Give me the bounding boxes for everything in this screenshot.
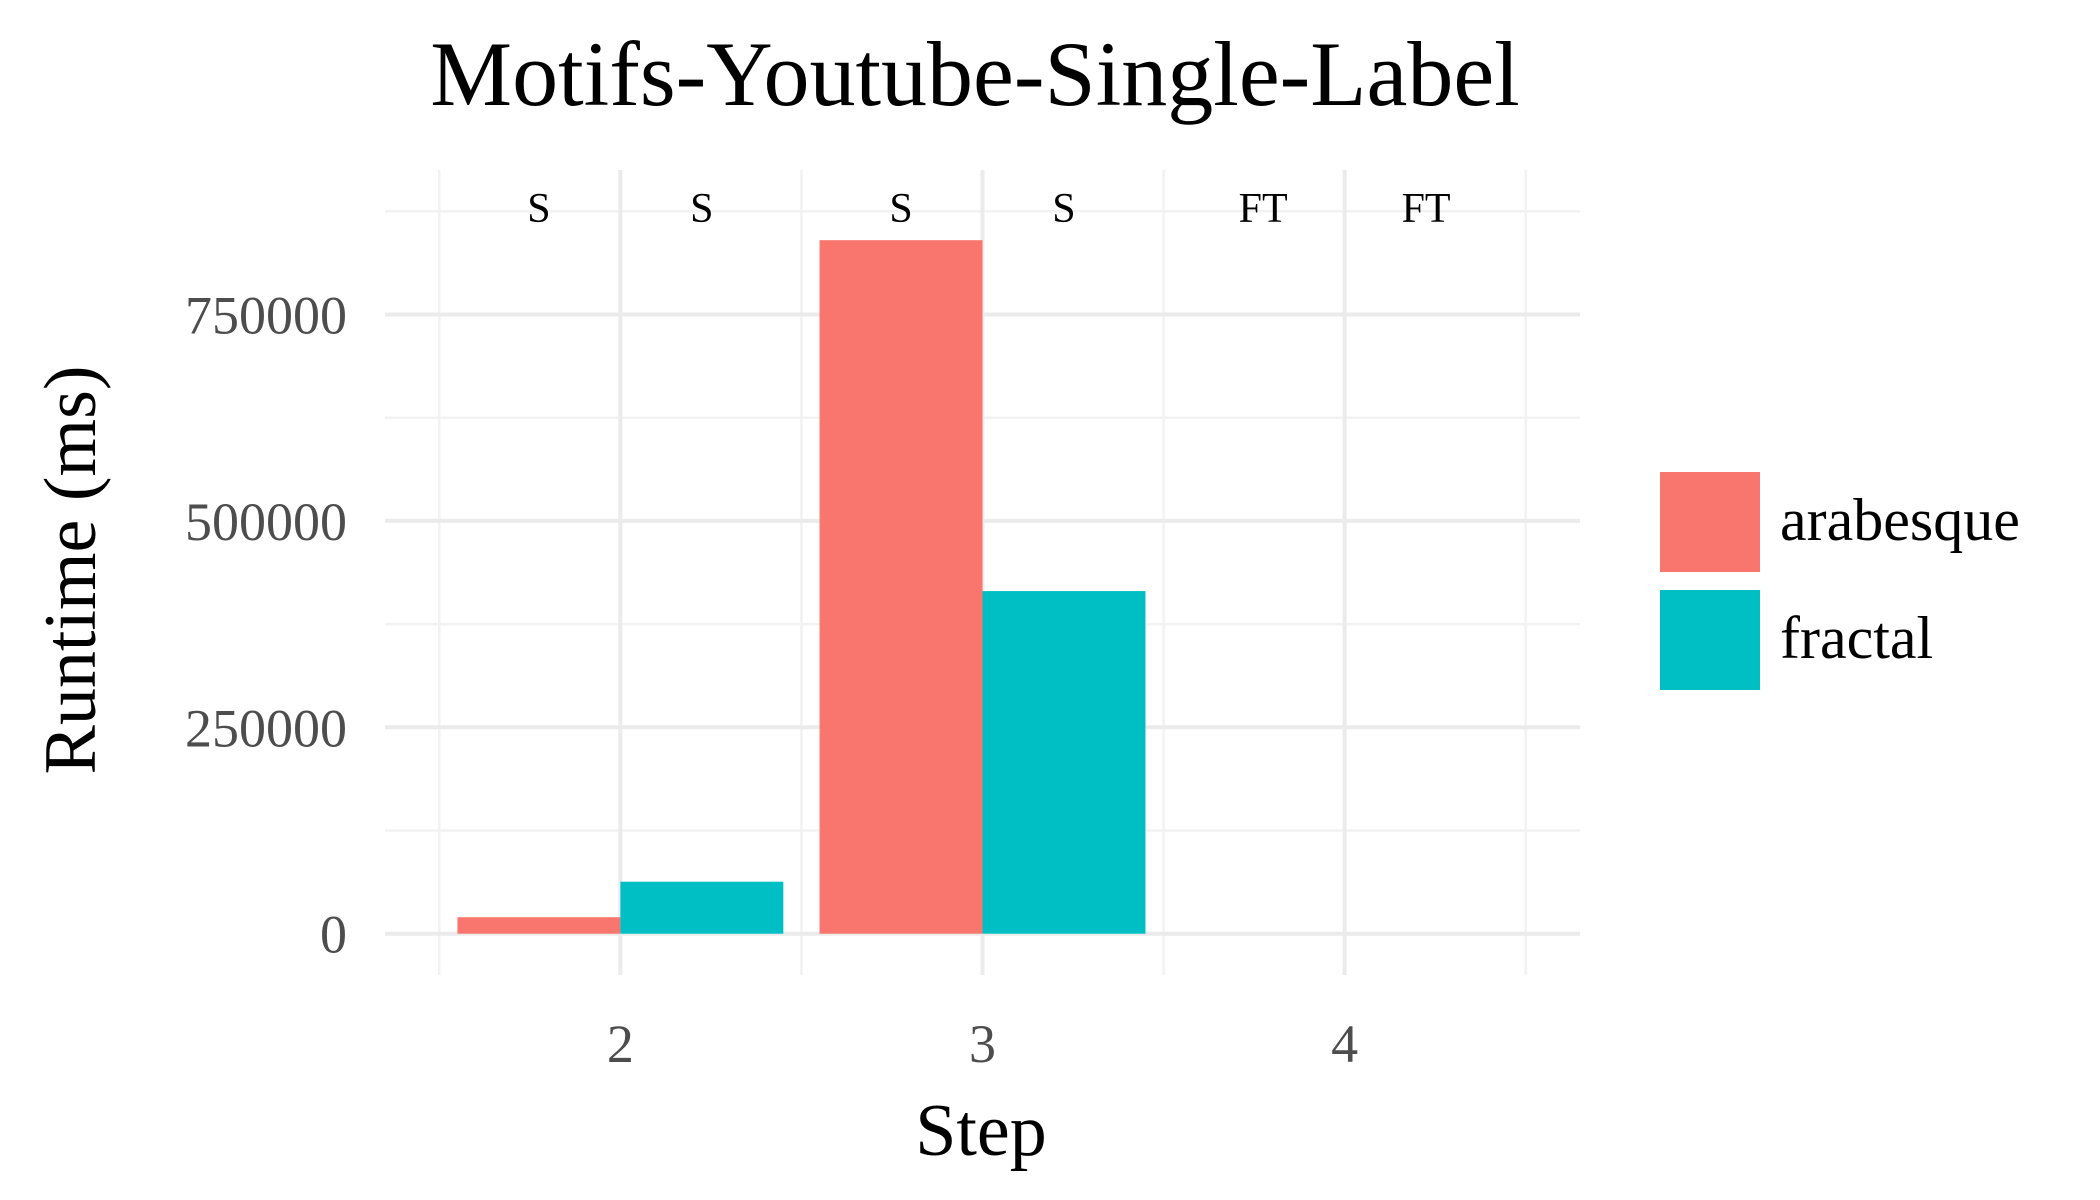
legend-label-arabesque: arabesque [1780, 487, 2020, 553]
bar-fractal-step-3 [982, 591, 1146, 934]
status-label-fractal-3: S [1052, 186, 1075, 232]
y-axis-title: Runtime (ms) [30, 365, 112, 774]
y-tick-label: 0 [320, 905, 347, 965]
x-axis-title: Step [915, 1090, 1047, 1172]
legend-swatch-fractal [1660, 590, 1760, 690]
y-tick-labels: 0 250000 500000 750000 [185, 285, 347, 964]
status-label-arabesque-4: FT [1239, 186, 1288, 232]
y-tick-label: 250000 [185, 698, 347, 758]
status-label-fractal-4: FT [1402, 186, 1451, 232]
status-label-fractal-2: S [690, 186, 713, 232]
legend-swatch-arabesque [1660, 472, 1760, 572]
bar-fractal-step-2 [620, 881, 784, 934]
status-label-arabesque-2: S [527, 186, 550, 232]
legend-label-fractal: fractal [1780, 605, 1933, 671]
bar-arabesque-step-3 [819, 240, 983, 934]
bars-layer [457, 240, 1146, 934]
y-tick-label: 500000 [185, 492, 347, 552]
x-tick-label: 2 [607, 1014, 634, 1074]
legend: arabesque fractal [1660, 472, 2020, 690]
status-label-arabesque-3: S [889, 186, 912, 232]
bar-arabesque-step-2 [457, 917, 621, 934]
x-tick-label: 3 [969, 1014, 996, 1074]
chart-title: Motifs-Youtube-Single-Label [430, 23, 1519, 125]
status-labels: S S FT S S FT [527, 186, 1450, 232]
y-tick-label: 750000 [185, 285, 347, 345]
x-tick-label: 4 [1331, 1014, 1358, 1074]
x-tick-labels: 2 3 4 [607, 1014, 1358, 1074]
